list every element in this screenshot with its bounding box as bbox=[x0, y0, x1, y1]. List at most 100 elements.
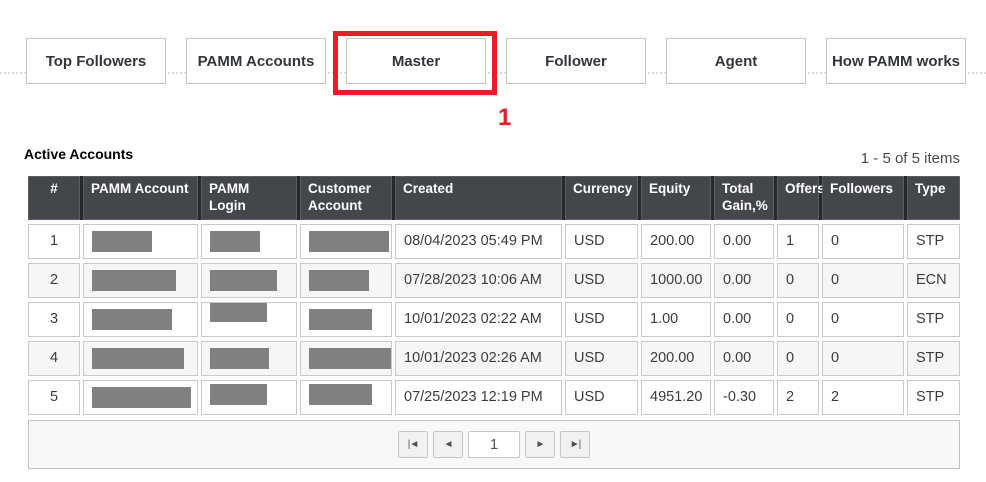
cell-currency: USD bbox=[565, 340, 638, 376]
redacted-customer-account bbox=[309, 230, 389, 252]
cell-currency: USD bbox=[565, 223, 638, 259]
col-header-customer-account: Customer Account bbox=[300, 176, 392, 220]
cell-currency: USD bbox=[565, 301, 638, 337]
tab-how-pamm-works[interactable]: How PAMM works bbox=[826, 38, 966, 84]
cell-pamm-account bbox=[83, 223, 198, 259]
cell-pamm-account bbox=[83, 301, 198, 337]
cell-equity: 1000.00 bbox=[641, 262, 711, 298]
cell-total-gain: 0.00 bbox=[714, 340, 774, 376]
table-row: 5 07/25/2023 12:19 PM USD 4951.20 -0.30 … bbox=[28, 379, 960, 415]
tab-top-followers[interactable]: Top Followers bbox=[26, 38, 166, 84]
cell-total-gain: -0.30 bbox=[714, 379, 774, 415]
cell-pamm-account bbox=[83, 379, 198, 415]
cell-created: 08/04/2023 05:49 PM bbox=[395, 223, 562, 259]
cell-offers: 2 bbox=[777, 379, 819, 415]
tab-pamm-accounts[interactable]: PAMM Accounts bbox=[186, 38, 326, 84]
annotation-step-number: 1 bbox=[498, 104, 512, 131]
pager-next-button[interactable]: ► bbox=[525, 430, 555, 458]
active-accounts-table: # PAMM Account PAMM Login Customer Accou… bbox=[28, 176, 960, 469]
cell-followers: 0 bbox=[822, 301, 904, 337]
col-header-num: # bbox=[28, 176, 80, 220]
pager-first-button[interactable]: |◄ bbox=[398, 430, 428, 458]
redacted-pamm-account bbox=[92, 269, 176, 291]
cell-created: 07/28/2023 10:06 AM bbox=[395, 262, 562, 298]
first-page-icon: |◄ bbox=[407, 438, 419, 450]
cell-customer-account bbox=[300, 262, 392, 298]
table-row: 1 08/04/2023 05:49 PM USD 200.00 0.00 1 … bbox=[28, 223, 960, 259]
cell-total-gain: 0.00 bbox=[714, 262, 774, 298]
col-header-offers: Offers bbox=[777, 176, 825, 220]
cell-equity: 4951.20 bbox=[641, 379, 711, 415]
redacted-pamm-login bbox=[210, 383, 267, 405]
cell-created: 10/01/2023 02:22 AM bbox=[395, 301, 562, 337]
tab-master[interactable]: Master bbox=[346, 38, 486, 84]
cell-index: 2 bbox=[28, 262, 80, 298]
redacted-pamm-account bbox=[92, 230, 152, 252]
cell-type: STP bbox=[907, 340, 960, 376]
redacted-customer-account bbox=[309, 383, 372, 405]
page-number-input[interactable] bbox=[468, 430, 520, 458]
cell-offers: 0 bbox=[777, 301, 819, 337]
redacted-pamm-login bbox=[210, 230, 260, 252]
cell-index: 1 bbox=[28, 223, 80, 259]
col-header-pamm-account: PAMM Account bbox=[83, 176, 198, 220]
redacted-customer-account bbox=[309, 347, 391, 369]
tab-follower[interactable]: Follower bbox=[506, 38, 646, 84]
table-row: 3 10/01/2023 02:22 AM USD 1.00 0.00 0 0 … bbox=[28, 301, 960, 337]
col-header-followers: Followers bbox=[822, 176, 904, 220]
cell-offers: 0 bbox=[777, 340, 819, 376]
cell-index: 3 bbox=[28, 301, 80, 337]
cell-followers: 0 bbox=[822, 340, 904, 376]
cell-customer-account bbox=[300, 301, 392, 337]
redacted-pamm-login bbox=[210, 269, 277, 291]
cell-total-gain: 0.00 bbox=[714, 301, 774, 337]
col-header-total-gain: Total Gain,% bbox=[714, 176, 774, 220]
cell-currency: USD bbox=[565, 379, 638, 415]
cell-created: 07/25/2023 12:19 PM bbox=[395, 379, 562, 415]
cell-type: ECN bbox=[907, 262, 960, 298]
cell-currency: USD bbox=[565, 262, 638, 298]
col-header-created: Created bbox=[395, 176, 562, 220]
tab-master-wrapper: Master 1 bbox=[333, 31, 511, 131]
prev-page-icon: ◄ bbox=[443, 438, 454, 450]
page-title: Active Accounts bbox=[24, 146, 134, 162]
cell-pamm-login bbox=[201, 301, 297, 337]
col-header-pamm-login: PAMM Login bbox=[201, 176, 297, 220]
cell-pamm-login bbox=[201, 262, 297, 298]
pager-prev-button[interactable]: ◄ bbox=[433, 430, 463, 458]
redacted-pamm-account bbox=[92, 308, 172, 330]
cell-equity: 200.00 bbox=[641, 340, 711, 376]
cell-type: STP bbox=[907, 223, 960, 259]
cell-customer-account bbox=[300, 223, 392, 259]
col-header-equity: Equity bbox=[641, 176, 711, 220]
section-header: Active Accounts 1 - 5 of 5 items bbox=[24, 146, 960, 167]
cell-followers: 0 bbox=[822, 262, 904, 298]
items-count-label: 1 - 5 of 5 items bbox=[860, 150, 960, 167]
cell-equity: 1.00 bbox=[641, 301, 711, 337]
next-page-icon: ► bbox=[535, 438, 546, 450]
col-header-type: Type bbox=[907, 176, 960, 220]
cell-offers: 0 bbox=[777, 262, 819, 298]
table-header-row: # PAMM Account PAMM Login Customer Accou… bbox=[28, 176, 960, 220]
cell-followers: 0 bbox=[822, 223, 904, 259]
table-row: 4 10/01/2023 02:26 AM USD 200.00 0.00 0 … bbox=[28, 340, 960, 376]
table-pager: |◄ ◄ ► ►| bbox=[28, 419, 960, 469]
cell-customer-account bbox=[300, 379, 392, 415]
cell-type: STP bbox=[907, 301, 960, 337]
redacted-pamm-account bbox=[92, 347, 184, 369]
cell-followers: 2 bbox=[822, 379, 904, 415]
redacted-pamm-login bbox=[210, 347, 269, 369]
cell-type: STP bbox=[907, 379, 960, 415]
cell-total-gain: 0.00 bbox=[714, 223, 774, 259]
redacted-pamm-account bbox=[92, 386, 191, 408]
pager-last-button[interactable]: ►| bbox=[560, 430, 590, 458]
tab-agent[interactable]: Agent bbox=[666, 38, 806, 84]
cell-index: 4 bbox=[28, 340, 80, 376]
cell-equity: 200.00 bbox=[641, 223, 711, 259]
cell-pamm-account bbox=[83, 340, 198, 376]
cell-offers: 1 bbox=[777, 223, 819, 259]
cell-pamm-login bbox=[201, 223, 297, 259]
cell-customer-account bbox=[300, 340, 392, 376]
cell-pamm-login bbox=[201, 340, 297, 376]
redacted-customer-account bbox=[309, 308, 372, 330]
